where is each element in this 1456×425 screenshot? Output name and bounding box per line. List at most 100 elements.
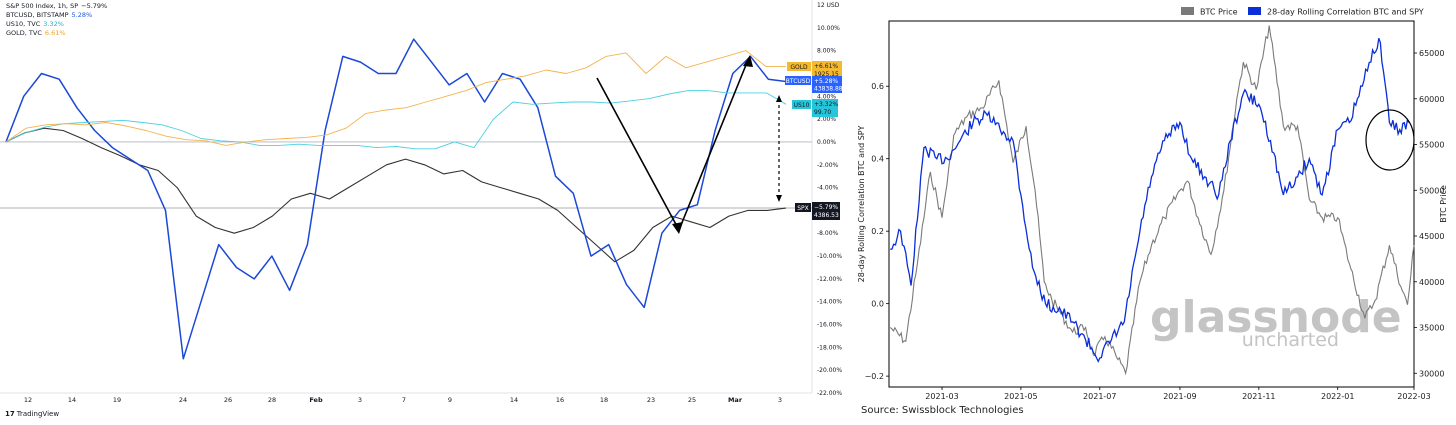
left-series-line xyxy=(5,38,787,360)
right-y2-tick-label: 50000 xyxy=(1419,186,1444,195)
badge-spx-pct: −5.79% xyxy=(814,204,838,211)
right-y2-tick-label: 55000 xyxy=(1419,141,1444,150)
left-y-tick-label: -2.00% xyxy=(817,162,839,169)
annotation-circle xyxy=(1365,109,1415,171)
right-y-tick-label: 0.0 xyxy=(871,300,884,309)
left-x-tick-label: 25 xyxy=(688,396,696,404)
legend-btc: BTCUSD, BITSTAMP 5.28% xyxy=(6,11,95,20)
left-x-tick-label: 9 xyxy=(448,396,452,404)
badge-us10-price: 99.70 xyxy=(814,109,831,116)
right-x-tick-label: 2021-09 xyxy=(1163,392,1196,401)
left-x-tick-label: 7 xyxy=(402,396,406,404)
badge-btc: BTCUSD +5.28% 43838.88 xyxy=(785,76,843,93)
badge-btc-pct: +5.28% xyxy=(814,78,838,85)
left-x-tick-label: 12 xyxy=(24,396,32,404)
left-y-tick-label: -18.00% xyxy=(817,344,842,351)
right-plot-frame xyxy=(888,20,1415,388)
legend-spx-value: −5.79% xyxy=(81,2,108,10)
legend-btc-name: BTCUSD, BITSTAMP xyxy=(6,11,69,19)
badge-us10: US10 +3.32% 99.70 xyxy=(792,99,838,117)
badge-btc-price: 43838.88 xyxy=(814,86,843,93)
left-y-tick-label: -16.00% xyxy=(817,322,842,329)
source-note: Source: Swissblock Technologies xyxy=(861,405,1024,416)
left-y-tick-label: -8.00% xyxy=(817,230,839,237)
legend-correlation-label: 28-day Rolling Correlation BTC and SPY xyxy=(1267,8,1424,17)
correlation-line xyxy=(890,37,1410,363)
annotation-down-arrow xyxy=(596,77,680,231)
left-y-tick-label: -4.00% xyxy=(817,185,839,192)
right-series-group xyxy=(889,25,1415,376)
right-y2-tick-label: 35000 xyxy=(1419,324,1444,333)
left-y-tick-label: 0.00% xyxy=(817,139,836,146)
tradingview-comparison-chart: S&P 500 Index, 1h, SP −5.79% BTCUSD, BITS… xyxy=(0,0,843,418)
btc-price-line xyxy=(889,25,1415,376)
legend-spx-name: S&P 500 Index, 1h, SP xyxy=(6,2,79,10)
left-x-tick-label: 19 xyxy=(113,396,121,404)
left-x-axis: 12 14 19 24 26 28 Feb 3 7 9 14 16 18 23 25 Mar 3 xyxy=(24,396,782,404)
right-x-tick-label: 2021-11 xyxy=(1242,392,1275,401)
annotation-gap-bottom xyxy=(776,195,782,202)
legend-gold-value: 6.61% xyxy=(44,29,66,37)
left-y-tick-label: -20.00% xyxy=(817,367,842,374)
left-series-line xyxy=(5,50,786,146)
badge-us10-pct: +3.32% xyxy=(814,101,838,108)
right-axes: −0.2 0.0 0.2 0.4 0.6 30000 35000 40000 45000 5000… xyxy=(865,49,1445,401)
left-series-group xyxy=(5,38,787,360)
annotation-gap-top xyxy=(776,95,782,102)
left-x-tick-label: 24 xyxy=(179,396,187,404)
left-x-tick-label: 3 xyxy=(358,396,362,404)
tradingview-label: TradingView xyxy=(16,410,60,418)
left-x-tick-label: 14 xyxy=(68,396,76,404)
left-x-tick-label: 16 xyxy=(556,396,564,404)
legend-btc-price-swatch xyxy=(1181,7,1194,15)
right-legend: BTC Price 28-day Rolling Correlation BTC… xyxy=(1181,7,1424,17)
right-x-tick-label: 2021-05 xyxy=(1004,392,1037,401)
right-y2-axis-label: BTC Price xyxy=(1439,185,1448,223)
badge-gold-pct: +6.61% xyxy=(814,63,838,70)
left-y-tick-label: 10.00% xyxy=(817,25,840,32)
legend-gold: GOLD, TVC 6.61% xyxy=(6,29,69,38)
annotation-up-arrow xyxy=(678,59,749,231)
left-x-tick-label: 14 xyxy=(510,396,518,404)
left-y-tick-label: 4.00% xyxy=(817,93,836,100)
annotation-up-arrowhead xyxy=(743,55,753,67)
right-y2-tick-label: 60000 xyxy=(1419,95,1444,104)
right-y2-tick-label: 30000 xyxy=(1419,369,1444,378)
watermark-uncharted: uncharted xyxy=(1242,329,1339,351)
left-x-tick-label: 26 xyxy=(224,396,232,404)
left-y-tick-label: 12 USD xyxy=(817,2,840,9)
legend-spx: S&P 500 Index, 1h, SP −5.79% xyxy=(6,2,110,11)
correlation-chart: BTC Price 28-day Rolling Correlation BTC… xyxy=(850,0,1456,425)
left-plot-area: 12 USD10.00%8.00%6.00%4.00%2.00%0.00%-2.… xyxy=(0,0,843,404)
right-y2-tick-label: 65000 xyxy=(1419,49,1444,58)
left-x-tick-label: 18 xyxy=(600,396,608,404)
left-y-tick-label: 8.00% xyxy=(817,48,836,55)
right-y2-tick-label: 40000 xyxy=(1419,278,1444,287)
right-plot-area: BTC Price 28-day Rolling Correlation BTC… xyxy=(857,7,1448,401)
tradingview-logo[interactable]: 𝟭𝟳 TradingView xyxy=(5,410,59,418)
right-y-tick-label: 0.4 xyxy=(871,155,884,164)
right-y-axis-label: 28-day Rolling Correlation BTC and SPY xyxy=(857,126,866,283)
badge-spx: SPX −5.79% 4386.53 xyxy=(795,202,840,220)
legend-us10: US10, TVC 3.32% xyxy=(6,20,67,29)
right-x-tick-label: 2021-03 xyxy=(925,392,958,401)
badge-btc-ticker: BTCUSD xyxy=(786,78,811,85)
legend-us10-name: US10, TVC xyxy=(6,20,41,28)
right-x-tick-label: 2022-03 xyxy=(1397,392,1430,401)
tradingview-icon: 𝟭𝟳 xyxy=(5,410,15,418)
badge-gold-price: 1925.15 xyxy=(814,71,839,78)
right-y-tick-label: 0.2 xyxy=(871,227,884,236)
left-y-axis: 12 USD10.00%8.00%6.00%4.00%2.00%0.00%-2.… xyxy=(817,2,842,397)
left-series-line xyxy=(5,127,787,263)
badge-spx-ticker: SPX xyxy=(797,205,809,212)
left-y-tick-label: -10.00% xyxy=(817,253,842,260)
left-y-tick-label: -12.00% xyxy=(817,276,842,283)
legend-correlation-swatch xyxy=(1248,7,1261,15)
legend-gold-name: GOLD, TVC xyxy=(6,29,42,37)
legend-btc-price-label: BTC Price xyxy=(1200,8,1238,17)
right-x-tick-label: 2021-07 xyxy=(1083,392,1116,401)
right-y-tick-label: 0.6 xyxy=(871,82,884,91)
left-y-tick-label: -14.00% xyxy=(817,299,842,306)
left-x-tick-label: 3 xyxy=(778,396,782,404)
annotation-arrows xyxy=(596,55,782,234)
